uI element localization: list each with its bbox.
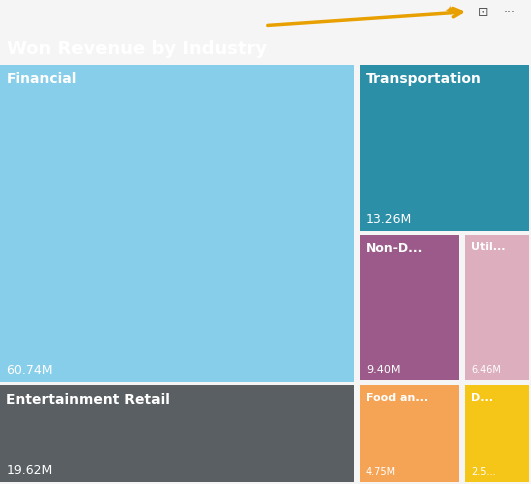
Text: Food an...: Food an... <box>366 392 428 402</box>
Text: Won Revenue by Industry: Won Revenue by Industry <box>7 40 267 58</box>
Bar <box>465 386 529 482</box>
Text: 2.5...: 2.5... <box>472 466 496 476</box>
Bar <box>359 386 459 482</box>
Text: 13.26M: 13.26M <box>366 212 412 226</box>
Text: ⊡: ⊡ <box>478 6 488 19</box>
Bar <box>465 235 529 380</box>
Text: 60.74M: 60.74M <box>6 363 53 376</box>
Bar <box>359 66 529 232</box>
Text: 9.40M: 9.40M <box>366 364 400 374</box>
Text: ···: ··· <box>504 6 516 19</box>
Text: D...: D... <box>472 392 493 402</box>
Text: Util...: Util... <box>472 242 506 252</box>
Bar <box>0 66 354 382</box>
Text: ✦: ✦ <box>445 6 455 19</box>
Bar <box>0 386 354 482</box>
Text: 19.62M: 19.62M <box>6 463 53 476</box>
Text: 6.46M: 6.46M <box>472 364 501 374</box>
Text: Entertainment Retail: Entertainment Retail <box>6 392 170 406</box>
Text: Financial: Financial <box>6 72 77 86</box>
Text: 4.75M: 4.75M <box>366 466 396 476</box>
Text: Transportation: Transportation <box>366 72 482 86</box>
Bar <box>359 235 459 380</box>
Text: Non-D...: Non-D... <box>366 242 423 255</box>
